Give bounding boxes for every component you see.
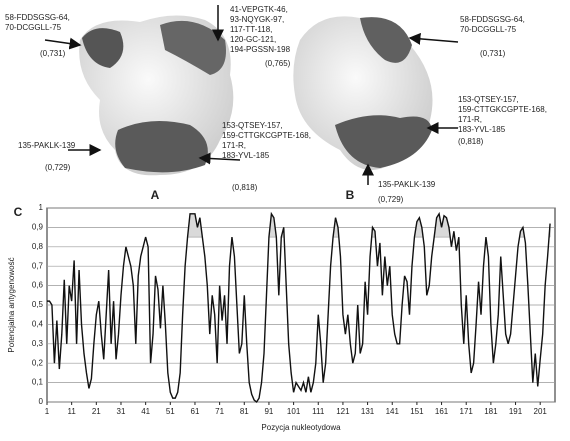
- arrows: [44, 5, 459, 185]
- y-tick-label: 0,1: [32, 378, 44, 387]
- annotation-line: 93-NQYGK-97,: [230, 15, 284, 24]
- annotation-line: 58-FDDSGSG-64,: [5, 13, 70, 22]
- x-tick-label: 111: [312, 407, 325, 416]
- annotation-line: 171-R,: [222, 141, 246, 150]
- x-tick-label: 11: [68, 407, 77, 416]
- x-tick-label: 71: [215, 407, 224, 416]
- annotation-line: 117-TT-118,: [230, 25, 272, 34]
- x-axis-label: Pozycja nukleotydowa: [261, 423, 341, 432]
- annotation-line: 159-CTTGKCGPTE-168,: [222, 131, 311, 140]
- annotation-line: 41-VEPGTK-46,: [230, 5, 288, 14]
- annotation-score: (0,818): [458, 137, 484, 146]
- y-tick-label: 0,6: [32, 281, 44, 290]
- annotation-line: 70-DCGGLL-75: [460, 25, 517, 34]
- panel-label: A: [151, 188, 160, 202]
- x-tick-label: 151: [410, 407, 424, 416]
- annotation-line: 120-GC-121,: [230, 35, 276, 44]
- annotation-score: (0,729): [45, 163, 71, 172]
- annotation-line: 183-YVL-185: [222, 151, 270, 160]
- annotation-line: 183-YVL-185: [458, 125, 506, 134]
- annotation-line: 153-QTSEY-157,: [222, 121, 283, 130]
- annotation-line: 58-FDDSGSG-64,: [460, 15, 525, 24]
- x-tick-label: 81: [240, 407, 249, 416]
- x-tick-label: 181: [484, 407, 498, 416]
- x-tick-label: 101: [287, 407, 301, 416]
- y-tick-label: 0,3: [32, 339, 44, 348]
- annotation-score: (0,731): [40, 49, 66, 58]
- y-tick-label: 0,7: [32, 261, 44, 270]
- panel-label: C: [14, 205, 23, 219]
- annotation-score: (0,729): [378, 195, 404, 204]
- x-tick-label: 21: [92, 407, 101, 416]
- x-tick-label: 131: [361, 407, 375, 416]
- y-tick-label: 0,9: [32, 223, 44, 232]
- annotation-line: 194-PGSSN-198: [230, 45, 291, 54]
- y-tick-label: 0,4: [32, 320, 44, 329]
- protein-a: [79, 15, 234, 176]
- y-tick-label: 1: [39, 203, 44, 212]
- x-tick-label: 191: [509, 407, 523, 416]
- panel-label: B: [346, 188, 355, 202]
- x-tick-label: 201: [534, 407, 548, 416]
- x-tick-label: 121: [336, 407, 350, 416]
- x-tick-label: 61: [191, 407, 200, 416]
- antigenicity-line: [47, 211, 551, 404]
- x-tick-label: 1: [45, 407, 50, 416]
- annotation-score: (0,765): [265, 59, 291, 68]
- x-tick-label: 161: [435, 407, 449, 416]
- x-tick-label: 31: [117, 407, 126, 416]
- x-tick-label: 171: [460, 407, 474, 416]
- y-tick-label: 0,5: [32, 300, 44, 309]
- annotation-line: 159-CTTGKCGPTE-168,: [458, 105, 547, 114]
- y-tick-label: 0: [39, 397, 44, 406]
- annotation-score: (0,731): [480, 49, 506, 58]
- x-tick-label: 141: [386, 407, 400, 416]
- protein-b: [293, 16, 433, 170]
- annotation-line: 135-PAKLK-139: [378, 180, 436, 189]
- annotation-line: 153-QTSEY-157,: [458, 95, 519, 104]
- x-tick-label: 41: [141, 407, 150, 416]
- annotation-line: 135-PAKLK-139: [18, 141, 76, 150]
- annotation-line: 70-DCGGLL-75: [5, 23, 62, 32]
- y-tick-label: 0,8: [32, 242, 44, 251]
- y-axis-label: Potencjalna antygenowość: [7, 257, 16, 352]
- annotation-line: 171-R,: [458, 115, 482, 124]
- x-tick-label: 91: [264, 407, 273, 416]
- x-tick-label: 51: [166, 407, 175, 416]
- y-tick-label: 0,2: [32, 358, 44, 367]
- annotation-score: (0,818): [232, 183, 258, 192]
